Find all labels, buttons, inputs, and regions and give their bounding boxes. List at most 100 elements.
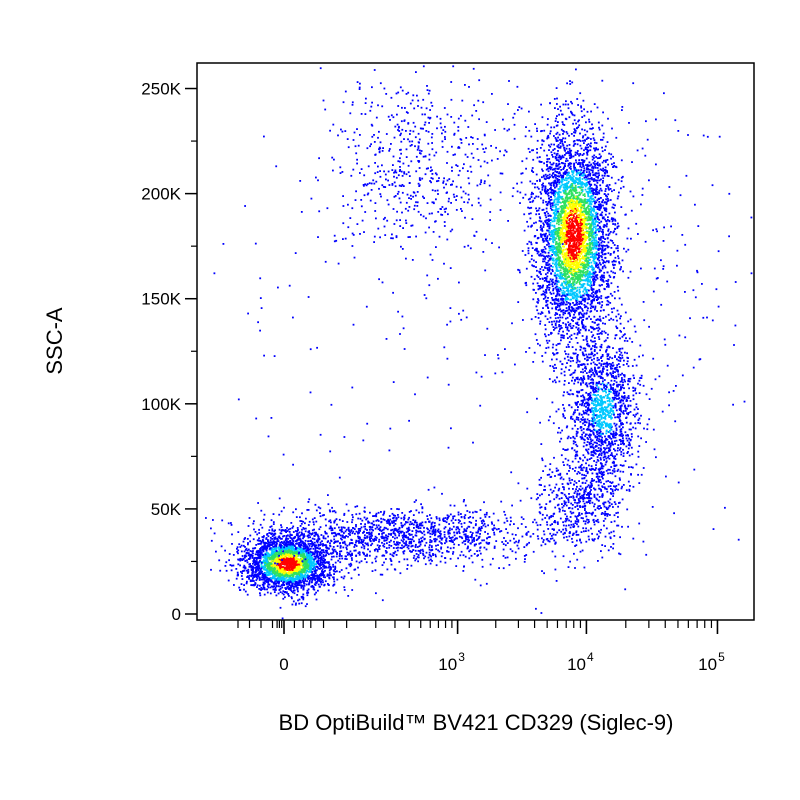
data-point xyxy=(552,162,555,165)
data-point xyxy=(544,328,547,331)
data-point xyxy=(588,180,591,183)
data-point xyxy=(560,201,562,204)
data-point xyxy=(586,175,589,178)
data-point xyxy=(550,184,553,187)
data-point xyxy=(553,148,556,150)
data-point xyxy=(291,591,294,594)
data-point xyxy=(285,557,288,559)
data-point xyxy=(244,590,247,593)
data-point xyxy=(251,557,254,559)
data-point xyxy=(276,553,279,556)
data-point xyxy=(539,320,542,323)
data-point xyxy=(596,217,599,219)
data-point xyxy=(253,561,256,563)
data-point xyxy=(276,574,279,577)
data-point xyxy=(546,268,549,271)
data-point xyxy=(298,547,301,550)
data-point xyxy=(567,236,570,238)
data-point xyxy=(585,353,588,356)
data-point xyxy=(351,589,354,591)
data-point xyxy=(282,566,285,568)
data-point xyxy=(583,142,585,144)
data-point xyxy=(620,303,623,306)
data-point xyxy=(278,574,281,577)
data-point xyxy=(269,557,272,560)
data-point xyxy=(334,568,336,570)
data-point xyxy=(607,241,610,244)
data-point xyxy=(313,573,316,575)
data-point xyxy=(549,291,552,294)
data-point xyxy=(551,268,554,271)
data-point xyxy=(220,545,223,548)
data-point xyxy=(287,538,289,540)
data-point xyxy=(311,561,313,563)
data-point xyxy=(546,190,549,193)
data-point xyxy=(264,565,267,567)
data-point xyxy=(210,568,212,571)
data-point xyxy=(248,565,251,568)
data-point xyxy=(564,103,567,106)
data-point xyxy=(570,155,573,158)
data-point xyxy=(592,253,595,256)
data-point xyxy=(278,547,281,549)
data-point xyxy=(246,580,248,583)
data-point xyxy=(583,108,585,111)
data-point xyxy=(317,543,320,546)
data-point xyxy=(579,220,582,223)
data-point xyxy=(264,575,267,578)
data-point xyxy=(288,595,290,597)
data-point xyxy=(590,281,592,283)
data-point xyxy=(300,553,303,556)
data-point xyxy=(604,247,607,250)
data-point xyxy=(262,577,265,580)
data-point xyxy=(531,247,534,249)
data-point xyxy=(549,161,551,164)
data-point xyxy=(577,226,580,229)
data-point xyxy=(318,551,321,554)
data-point xyxy=(585,278,588,280)
data-point xyxy=(565,131,568,133)
data-point xyxy=(266,568,269,571)
data-point xyxy=(602,259,605,262)
data-point xyxy=(256,557,259,559)
data-point xyxy=(250,553,253,556)
data-point xyxy=(307,552,310,554)
data-point xyxy=(598,128,601,131)
data-point xyxy=(587,278,590,281)
data-point xyxy=(564,298,567,301)
data-point xyxy=(267,552,269,555)
data-point xyxy=(557,159,560,162)
data-point xyxy=(317,576,320,579)
data-point xyxy=(573,134,575,137)
data-point xyxy=(585,181,588,184)
data-point xyxy=(289,555,292,558)
data-point xyxy=(290,577,293,580)
data-point xyxy=(587,143,590,145)
data-point xyxy=(582,206,584,209)
data-point xyxy=(598,126,600,129)
data-point xyxy=(299,538,302,541)
data-point xyxy=(262,560,265,563)
data-point xyxy=(595,239,598,242)
data-point xyxy=(304,556,307,559)
data-point xyxy=(280,551,282,554)
data-point xyxy=(293,566,296,569)
data-point xyxy=(240,570,242,573)
data-point xyxy=(266,585,269,587)
data-point xyxy=(259,594,262,597)
data-point xyxy=(269,580,272,582)
data-point xyxy=(273,547,276,550)
data-point xyxy=(593,246,596,248)
data-point xyxy=(582,135,585,138)
data-point xyxy=(567,229,569,232)
data-point xyxy=(576,286,579,289)
data-point xyxy=(292,578,295,581)
data-point xyxy=(272,588,275,591)
data-point xyxy=(604,190,607,192)
data-point xyxy=(551,307,554,310)
data-point xyxy=(571,199,574,202)
data-point xyxy=(272,550,274,553)
data-point xyxy=(267,568,269,570)
data-point xyxy=(589,187,591,190)
data-point xyxy=(304,580,306,582)
